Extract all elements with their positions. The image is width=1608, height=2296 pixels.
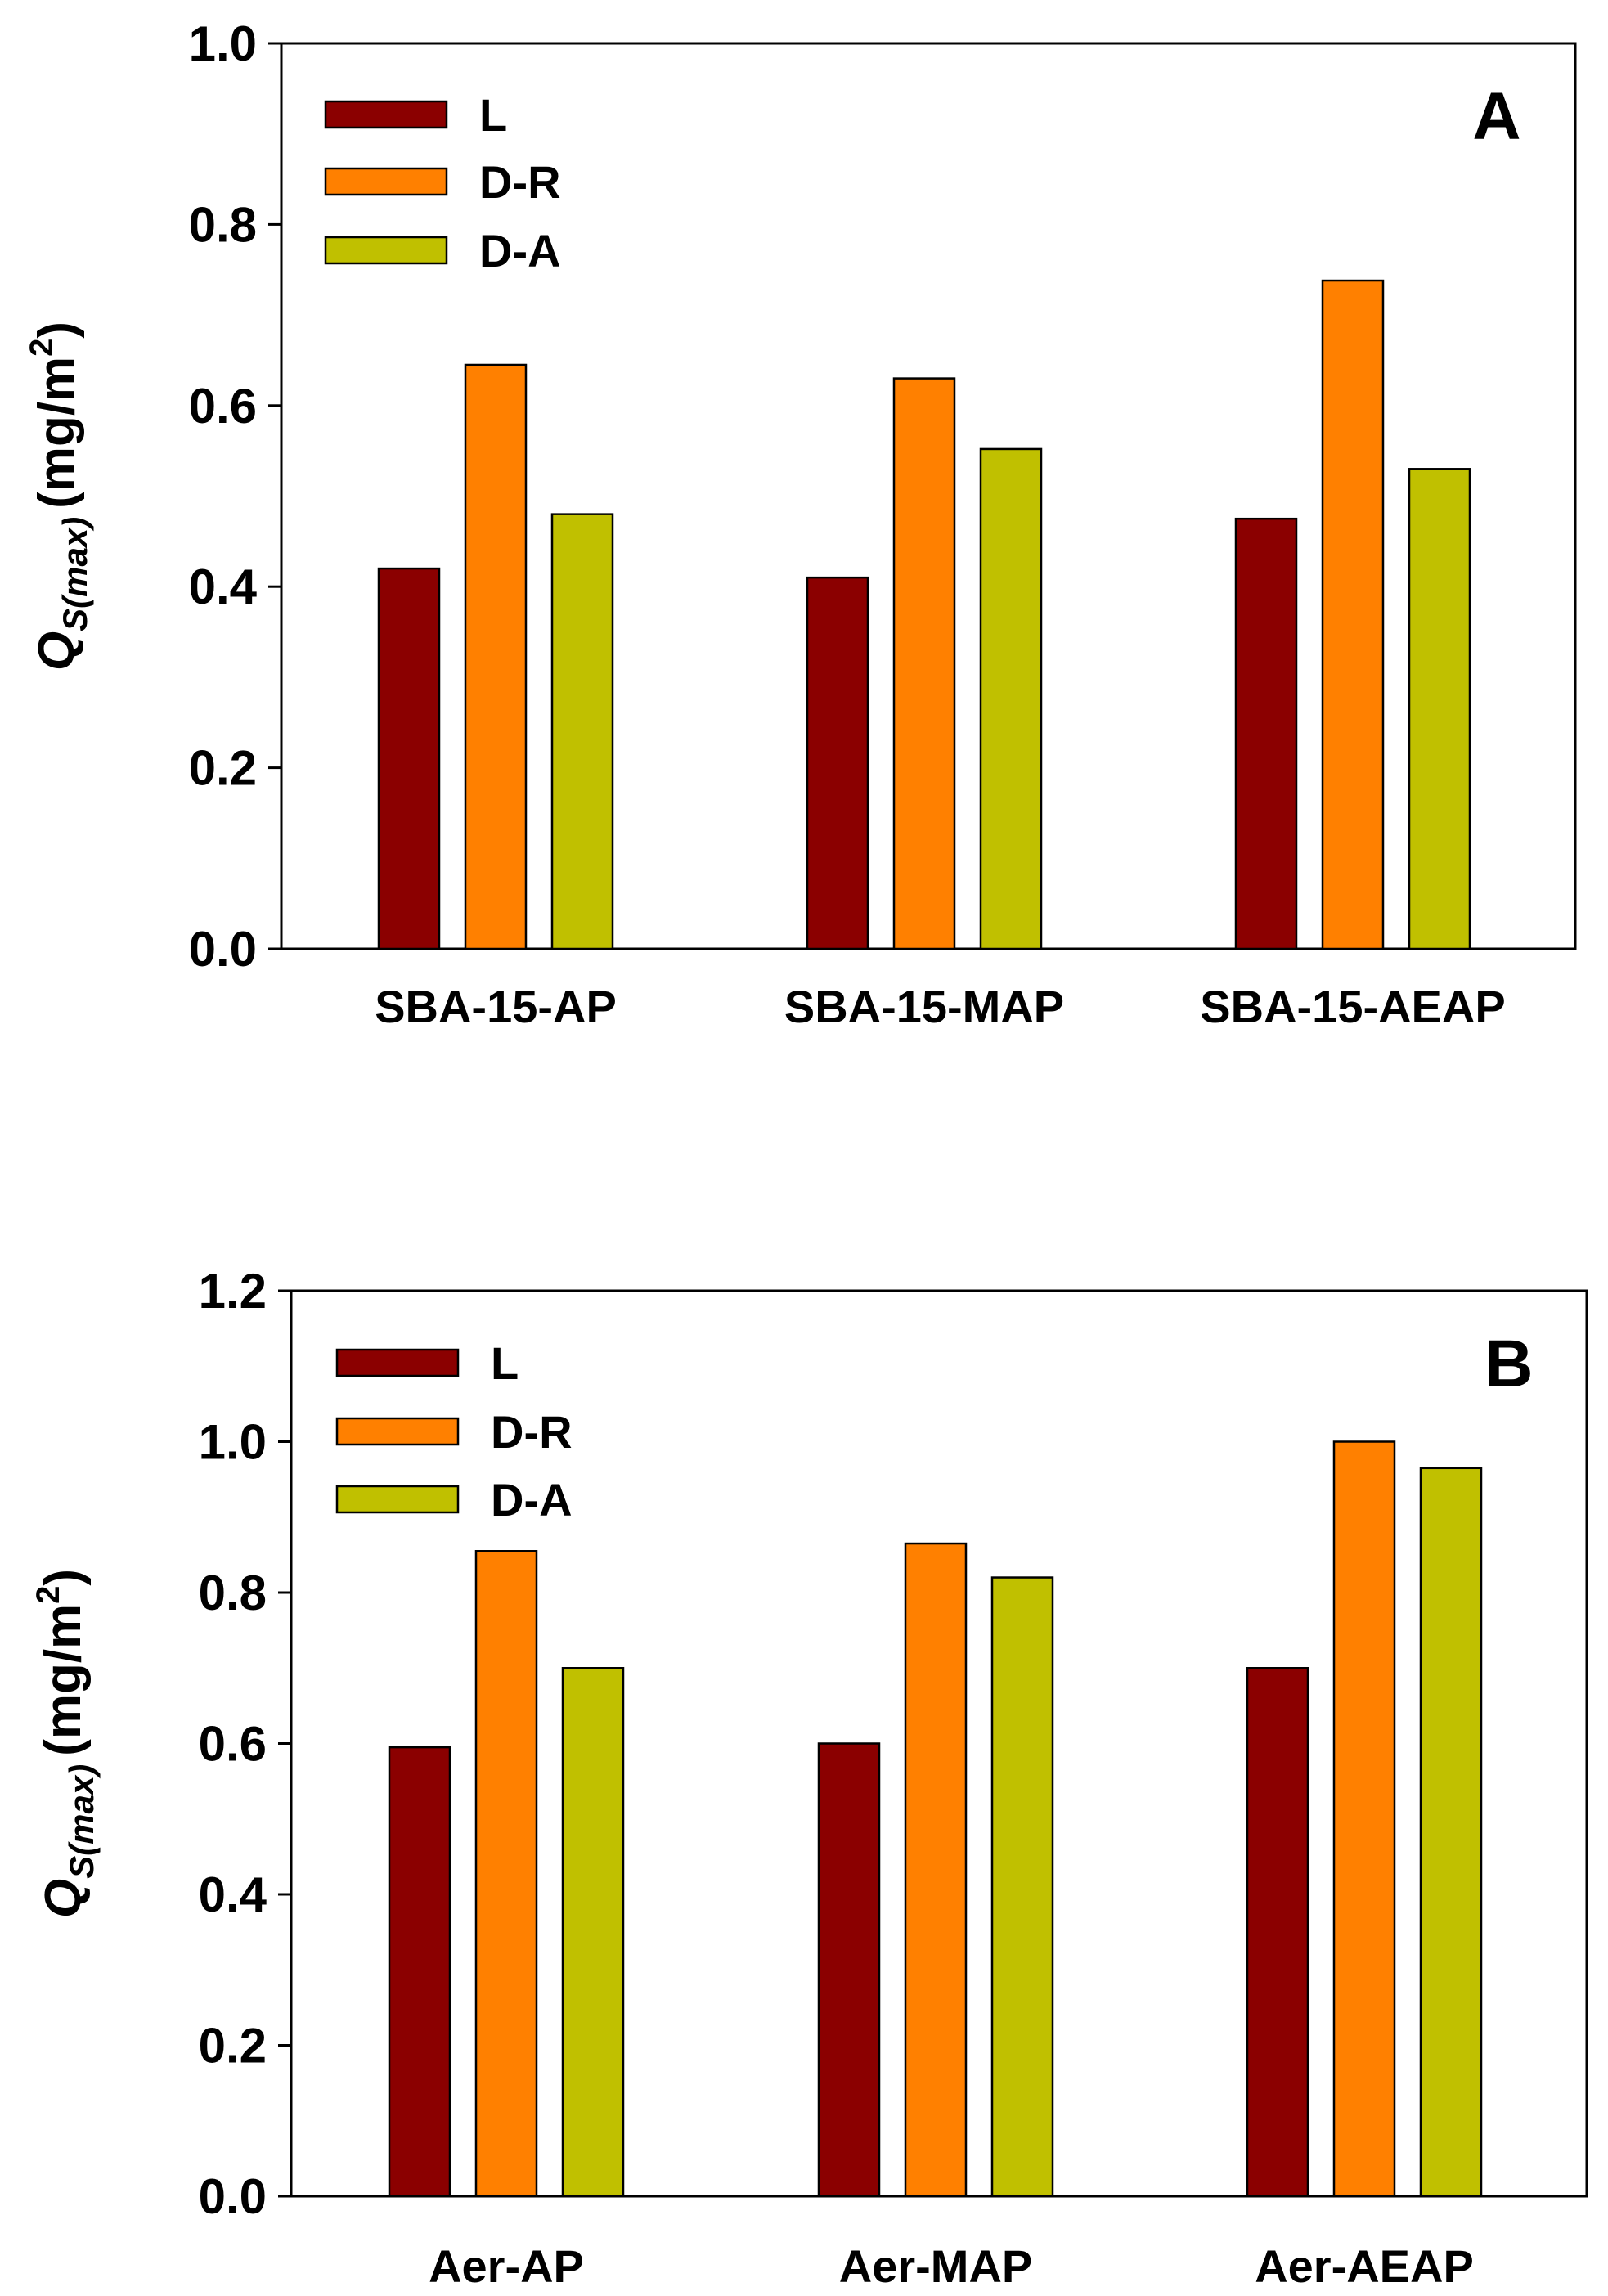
panel-a: 0.0 0.2 0.4 0.6 0.8 1.0 SBA-15-AP SBA-15-MAP SBA… bbox=[24, 16, 1577, 1032]
bar-d-a-aer-aeap bbox=[1419, 1467, 1483, 2198]
bar-d-r-aer-map bbox=[904, 1542, 968, 2198]
legend-swatch-d-r bbox=[324, 167, 448, 196]
bar-l-aer-ap bbox=[388, 1746, 451, 2198]
bar-l-sba-15-map bbox=[806, 576, 869, 950]
y-tick-label: 0.4 bbox=[189, 559, 258, 614]
y-axis-label-unit: (mg/m bbox=[29, 357, 85, 509]
y-tick-label: 1.2 bbox=[199, 1264, 267, 1319]
panel-b: 0.0 0.2 0.4 0.6 0.8 1.0 1.2 Aer-AP Aer-MAP Aer-AE… bbox=[30, 1264, 1588, 2292]
y-axis-label: QS(max) (mg/m2) bbox=[24, 321, 94, 671]
y-axis-label-unit: (mg/m bbox=[35, 1604, 92, 1756]
x-category-label: Aer-AP bbox=[429, 2240, 584, 2292]
legend-label-d-a: D-A bbox=[479, 225, 561, 276]
bar-l-sba-15-aeap bbox=[1234, 517, 1298, 950]
legend-label-l: L bbox=[479, 89, 507, 141]
y-tick-label: 1.0 bbox=[199, 1415, 267, 1470]
bar-l-sba-15-ap bbox=[377, 567, 441, 950]
bar-d-a-sba-15-ap bbox=[550, 513, 614, 950]
bar-d-r-sba-15-aeap bbox=[1321, 279, 1385, 950]
y-axis-label-close: ) bbox=[29, 321, 85, 339]
y-axis-label-sup: 2 bbox=[24, 339, 60, 357]
bar-l-aer-map bbox=[817, 1742, 881, 2198]
y-tick-label: 0.4 bbox=[199, 1867, 267, 1922]
legend-swatch-l bbox=[335, 1348, 460, 1377]
y-axis-label-sub: S(max) bbox=[62, 1764, 101, 1879]
legend-swatch-d-a bbox=[324, 236, 448, 265]
bar-d-a-sba-15-map bbox=[979, 447, 1043, 950]
legend-label-d-r: D-R bbox=[491, 1406, 573, 1458]
y-tick-label: 0.0 bbox=[199, 2169, 267, 2224]
x-category-label: SBA-15-AEAP bbox=[1200, 981, 1505, 1032]
x-category-label: Aer-MAP bbox=[839, 2240, 1032, 2292]
y-tick-label: 0.8 bbox=[189, 197, 257, 252]
y-tick-label: 0.2 bbox=[189, 741, 257, 796]
y-tick-label: 0.6 bbox=[199, 1717, 267, 1772]
bar-d-r-aer-aeap bbox=[1332, 1440, 1396, 2198]
y-tick-label: 0.2 bbox=[199, 2019, 267, 2074]
y-axis-label-q: Q bbox=[35, 1879, 92, 1918]
bar-d-a-aer-map bbox=[990, 1576, 1054, 2198]
legend-swatch-d-a bbox=[335, 1485, 460, 1514]
bar-d-r-sba-15-ap bbox=[464, 363, 528, 950]
y-axis-label-close: ) bbox=[35, 1569, 92, 1586]
y-tick-label: 1.0 bbox=[189, 16, 257, 71]
bar-d-r-aer-ap bbox=[474, 1550, 538, 2198]
y-tick-label: 0.0 bbox=[189, 922, 257, 977]
legend-label-d-r: D-R bbox=[479, 156, 561, 208]
legend-label-d-a: D-A bbox=[491, 1474, 573, 1525]
x-category-label: SBA-15-AP bbox=[375, 981, 617, 1032]
y-tick-label: 0.8 bbox=[199, 1566, 267, 1620]
y-axis-label-sub: S(max) bbox=[56, 517, 94, 631]
panel-letter: A bbox=[1472, 79, 1520, 154]
x-category-label: Aer-AEAP bbox=[1255, 2240, 1474, 2292]
bar-d-a-aer-ap bbox=[561, 1667, 625, 2198]
legend-swatch-l bbox=[324, 100, 448, 129]
bar-d-a-sba-15-aeap bbox=[1408, 468, 1471, 950]
y-axis-label: QS(max) (mg/m2) bbox=[30, 1569, 101, 1918]
panel-letter: B bbox=[1484, 1327, 1533, 1401]
x-category-label: SBA-15-MAP bbox=[784, 981, 1064, 1032]
legend-swatch-d-r bbox=[335, 1417, 460, 1446]
bar-l-aer-aeap bbox=[1246, 1667, 1309, 2198]
y-axis-label-sup: 2 bbox=[30, 1586, 66, 1604]
y-axis-label-q: Q bbox=[29, 631, 85, 671]
y-tick-label: 0.6 bbox=[189, 379, 257, 434]
bar-d-r-sba-15-map bbox=[892, 377, 956, 950]
legend-label-l: L bbox=[491, 1337, 519, 1389]
